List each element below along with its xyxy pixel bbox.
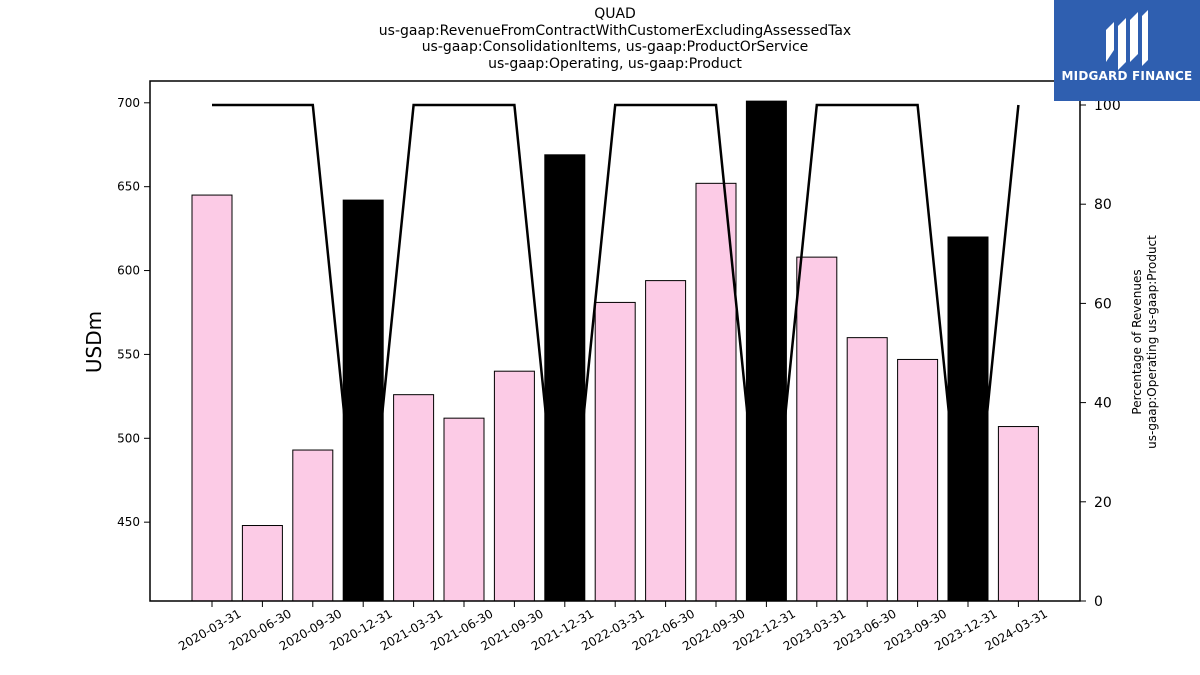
left-tick-label-500: 500 <box>117 431 140 445</box>
right-tick-label-0: 0 <box>1094 594 1103 610</box>
bar-2020-06-30 <box>241 525 283 602</box>
right-tick-label-80: 80 <box>1094 197 1112 213</box>
x-ticks: 2020-03-312020-06-302020-09-302020-12-31… <box>176 601 1050 653</box>
bar-2021-12-31 <box>544 154 586 602</box>
brand-name: MIDGARD FINANCE <box>1061 69 1193 83</box>
bar-2024-03-31 <box>997 426 1039 602</box>
bar-2020-09-30 <box>292 449 334 602</box>
bar-2021-09-30 <box>493 370 535 602</box>
percentage-line <box>212 103 1020 602</box>
bar-2023-06-30 <box>846 337 888 602</box>
right-y-ticks: 0 20 40 60 80 100 <box>1080 98 1121 610</box>
left-y-ticks: 450 500 550 600 650 700 <box>117 96 150 529</box>
right-tick-label-20: 20 <box>1094 495 1112 511</box>
title-line-concept: us-gaap:RevenueFromContractWithCustomerE… <box>378 22 852 39</box>
left-tick-label-600: 600 <box>117 264 140 278</box>
bar-2023-12-31 <box>947 236 989 602</box>
bar-2022-06-30 <box>645 280 687 602</box>
right-y-axis-label-line2: us-gaap:Operating us-gaap:Product <box>1145 235 1159 449</box>
left-tick-label-650: 650 <box>117 180 140 194</box>
right-y-axis-label-line1: Percentage of Revenues <box>1130 269 1144 414</box>
bar-2022-03-31 <box>594 301 636 602</box>
right-tick-label-100: 100 <box>1094 98 1121 114</box>
bar-2023-03-31 <box>796 256 838 602</box>
right-tick-label-40: 40 <box>1094 396 1112 412</box>
bar-2020-03-31 <box>191 194 233 602</box>
bar-2023-09-30 <box>897 358 939 602</box>
bar-2020-12-31 <box>342 199 384 602</box>
bar-2021-06-30 <box>443 417 485 602</box>
title-line-axis: us-gaap:ConsolidationItems, us-gaap:Prod… <box>421 39 809 55</box>
bar-2021-03-31 <box>393 394 435 602</box>
chart-title: QUAD us-gaap:RevenueFromContractWithCust… <box>150 6 1080 72</box>
bar-2022-09-30 <box>695 182 737 602</box>
brand-badge: MIDGARD FINANCE <box>1054 0 1200 101</box>
y-axis-label: USDm <box>82 311 106 373</box>
left-tick-label-550: 550 <box>117 347 140 361</box>
left-tick-label-450: 450 <box>117 515 140 529</box>
right-tick-label-60: 60 <box>1094 296 1112 312</box>
percentage-line-series <box>212 103 1020 602</box>
midgard-logo-icon <box>1106 10 1148 70</box>
left-tick-label-700: 700 <box>117 96 140 110</box>
title-line-ticker: QUAD <box>594 6 636 22</box>
title-line-member: us-gaap:Operating, us-gaap:Product <box>488 55 742 72</box>
bar-2022-12-31 <box>745 100 787 602</box>
